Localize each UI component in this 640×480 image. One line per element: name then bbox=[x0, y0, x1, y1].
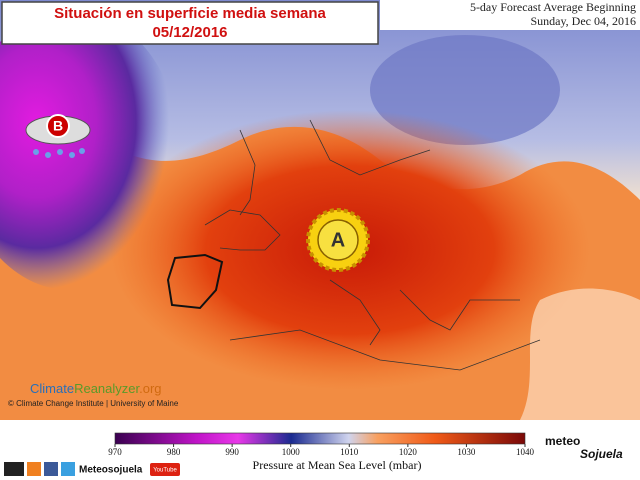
footer-name[interactable]: Meteosojuela bbox=[79, 465, 143, 476]
colorbar-tick-label: 970 bbox=[108, 447, 122, 457]
source-name-part: .org bbox=[139, 381, 161, 396]
youtube-badge[interactable] bbox=[150, 463, 180, 476]
colorbar-tick-label: 1020 bbox=[399, 447, 418, 457]
source-name-part: Reanalyzer bbox=[74, 381, 140, 396]
map: B A ClimateReanalyzer.org © Climate Chan… bbox=[0, 0, 640, 420]
colorbar-tick-label: 1030 bbox=[457, 447, 476, 457]
forecast-box bbox=[380, 0, 640, 30]
icon[interactable] bbox=[61, 462, 75, 476]
colorbar-tick-label: 1000 bbox=[282, 447, 301, 457]
high-label: A bbox=[331, 229, 345, 251]
title-box bbox=[1, 1, 379, 45]
title-date: 05/12/2016 bbox=[152, 24, 227, 41]
colorbar-label: Pressure at Mean Sea Level (mbar) bbox=[253, 458, 422, 472]
colorbar-tick-label: 1040 bbox=[516, 447, 535, 457]
youtube-label[interactable]: YouTube bbox=[153, 468, 177, 474]
icon[interactable] bbox=[44, 462, 58, 476]
coastlines bbox=[166, 119, 541, 371]
colorbar-tick-label: 1010 bbox=[340, 447, 359, 457]
icon[interactable] bbox=[4, 462, 24, 476]
colorbar-tick-label: 990 bbox=[225, 447, 239, 457]
social-icons bbox=[4, 462, 75, 476]
colorbar-tick-label: 980 bbox=[167, 447, 181, 457]
low-label: B bbox=[53, 118, 63, 134]
high-icon: A bbox=[306, 208, 370, 272]
low-icon: B bbox=[25, 114, 91, 158]
source-name: ClimateReanalyzer.org bbox=[30, 381, 162, 396]
logo-top: meteo bbox=[545, 434, 580, 448]
logo-bottom: Sojuela bbox=[580, 447, 623, 461]
source-credit: © Climate Change Institute | University … bbox=[8, 399, 179, 408]
colorbar-gradient bbox=[114, 432, 526, 445]
title-line: Situación en superficie media semana bbox=[54, 5, 326, 22]
icon[interactable] bbox=[27, 462, 41, 476]
forecast-date: Sunday, Dec 04, 2016 bbox=[530, 14, 636, 28]
colorbar: 970 980 990 1000 1010 1020 1030 1040 bbox=[108, 432, 535, 457]
source-name-part: Climate bbox=[30, 381, 74, 396]
warm-fringe bbox=[520, 288, 640, 420]
forecast-line: 5-day Forecast Average Beginning bbox=[470, 0, 636, 14]
